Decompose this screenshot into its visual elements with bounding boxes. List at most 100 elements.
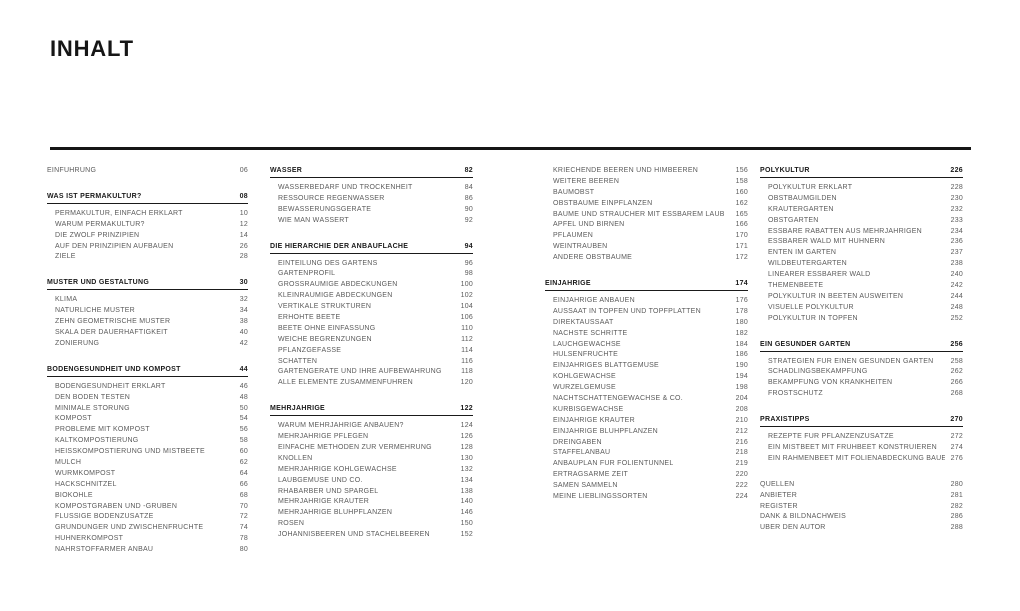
toc-entry: ANBIETER 281 xyxy=(760,492,963,503)
toc-item: AUF DEN PRINZIPIEN AUFBAUEN 26 xyxy=(47,243,248,254)
page-number: 282 xyxy=(950,502,963,510)
toc-item-label: ROSEN xyxy=(278,520,305,528)
toc-item: VERTIKALE STRUKTUREN 104 xyxy=(270,303,473,314)
toc-item: MEHRJÄHRIGE KRÄUTER 140 xyxy=(270,498,473,509)
toc-item-label: KOHLGEWÄCHSE xyxy=(553,373,616,381)
page-number: 92 xyxy=(464,216,473,224)
page-number: 158 xyxy=(735,177,748,185)
toc-item-label: WARUM PERMAKULTUR? xyxy=(55,220,145,228)
toc-item-label: WURZELGEMÜSE xyxy=(553,384,616,392)
toc-item-label: WEINTRAUBEN xyxy=(553,243,608,251)
page-number: 78 xyxy=(239,535,248,543)
page-number: 160 xyxy=(735,188,748,196)
toc-item: DREINGABEN 216 xyxy=(545,439,748,450)
toc-column-3: KRIECHENDE BEEREN UND HIMBEEREN 156 WEITER… xyxy=(545,167,748,504)
toc-item: BIOKOHLE 68 xyxy=(47,492,248,503)
page-number: 174 xyxy=(735,280,748,288)
page-number: 70 xyxy=(239,502,248,510)
toc-item-label: NÄCHSTE SCHRITTE xyxy=(553,329,628,337)
toc-item: ALLE ELEMENTE ZUSAMMENFÜHREN 120 xyxy=(270,379,473,390)
page-number: 72 xyxy=(239,513,248,521)
toc-item: EINJÄHRIGE ANBAUEN 176 xyxy=(545,297,748,308)
toc-item: VISUELLE POLYKULTUR 248 xyxy=(760,304,963,315)
page-number: 134 xyxy=(460,476,473,484)
toc-column-1: EINFÜHRUNG 06 WAS IST PERMAKULTUR? 08 PERMAK… xyxy=(47,167,248,557)
toc-item: BEKÄMPFUNG VON KRANKHEITEN 266 xyxy=(760,379,963,390)
toc-item: KALTKOMPOSTIERUNG 58 xyxy=(47,437,248,448)
toc-entry-label: ÜBER DEN AUTOR xyxy=(760,524,826,532)
toc-item-label: EINFACHE METHODEN ZUR VERMEHRUNG xyxy=(278,444,432,452)
page-number: 98 xyxy=(464,270,473,278)
page-number: 280 xyxy=(950,480,963,488)
toc-item-label: SKALA DER DAUERHAFTIGKEIT xyxy=(55,329,168,337)
toc-item-label: EINJÄHRIGE ANBAUEN xyxy=(553,297,635,305)
toc-entry-label: DANK & BILDNACHWEIS xyxy=(760,513,847,521)
toc-item-label: EINJÄHRIGES BLATTGEMÜSE xyxy=(553,362,659,370)
toc-item: DEN BODEN TESTEN 48 xyxy=(47,394,248,405)
toc-item: WURZELGEMÜSE 198 xyxy=(545,384,748,395)
toc-item-label: DIREKTAUSSAAT xyxy=(553,318,614,326)
toc-item-label: WURMKOMPOST xyxy=(55,469,116,477)
toc-item: AUSSAAT IN TÖPFEN UND TOPFPLATTEN 178 xyxy=(545,308,748,319)
toc-item-label: ZEHN GEOMETRISCHE MUSTER xyxy=(55,318,171,326)
toc-item: KLIMA 32 xyxy=(47,296,248,307)
toc-item: STAFFELANBAU 218 xyxy=(545,449,748,460)
page-number: 216 xyxy=(735,438,748,446)
toc-item-label: BÄUME UND STRÄUCHER MIT ESSBAREM LAUB xyxy=(553,210,725,218)
toc-item-label: DIE ZWÖLF PRINZIPIEN xyxy=(55,231,140,239)
page-number: 270 xyxy=(950,416,963,424)
page-number: 48 xyxy=(239,393,248,401)
page-number: 212 xyxy=(735,427,748,435)
toc-item: PERMAKULTUR, EINFACH ERKLÄRT 10 xyxy=(47,210,248,221)
toc-item: POLYKULTUR IN TÖPFEN 252 xyxy=(760,315,963,326)
toc-item-label: ÄPFEL UND BIRNEN xyxy=(553,221,625,229)
toc-entry: ÜBER DEN AUTOR 288 xyxy=(760,524,963,535)
toc-item: HÜLSENFRÜCHTE 186 xyxy=(545,351,748,362)
page-number: 190 xyxy=(735,362,748,370)
page-number: 104 xyxy=(460,303,473,311)
toc-item: ESSBARER WALD MIT HÜHNERN 236 xyxy=(760,238,963,249)
toc-item: MEHRJÄHRIGE PFLEGEN 126 xyxy=(270,433,473,444)
toc-item: BODENGESUNDHEIT ERKLÄRT 46 xyxy=(47,383,248,394)
toc-item: ZEHN GEOMETRISCHE MUSTER 38 xyxy=(47,318,248,329)
page-number: 86 xyxy=(464,194,473,202)
toc-item: RHABARBER UND SPARGEL 138 xyxy=(270,488,473,499)
toc-item-label: BIOKOHLE xyxy=(55,491,93,499)
page-number: 233 xyxy=(950,216,963,224)
page-number: 102 xyxy=(460,292,473,300)
toc-entry-label: QUELLEN xyxy=(760,480,795,488)
toc-backmatter-entries: QUELLEN 280 ANBIETER 281 REGISTER 282 DANK & B… xyxy=(760,481,963,535)
toc-section-header-label: WAS IST PERMAKULTUR? xyxy=(47,192,142,200)
toc-item-label: BEETE OHNE EINFASSUNG xyxy=(278,324,376,332)
toc-item-label: GRÜNDÜNGER UND ZWISCHENFRÜCHTE xyxy=(55,524,204,532)
toc-item-label: HACKSCHNITZEL xyxy=(55,480,117,488)
page-title: INHALT xyxy=(50,36,134,61)
toc-item: MINIMALE STÖRUNG 50 xyxy=(47,405,248,416)
page-number: 06 xyxy=(239,167,248,174)
toc-item-label: ANBAUPLAN FÜR FOLIENTUNNEL xyxy=(553,460,674,468)
page-number: 226 xyxy=(950,167,963,174)
toc-item: KLEINRÄUMIGE ABDECKUNGEN 102 xyxy=(270,292,473,303)
toc-item: KNOLLEN 130 xyxy=(270,455,473,466)
toc-section-header-label: POLYKULTUR xyxy=(760,167,810,174)
toc-item: ZONIERUNG 42 xyxy=(47,340,248,351)
toc-item-label: ALLE ELEMENTE ZUSAMMENFÜHREN xyxy=(278,379,413,387)
toc-item: PFLANZGEFÄSSE 114 xyxy=(270,347,473,358)
toc-item: ANBAUPLAN FÜR FOLIENTUNNEL 219 xyxy=(545,460,748,471)
toc-item-label: WEICHE BEGRENZUNGEN xyxy=(278,335,372,343)
toc-item: ÄPFEL UND BIRNEN 166 xyxy=(545,221,748,232)
toc-item-label: LINEARER ESSBARER WALD xyxy=(768,271,871,279)
page-number: 219 xyxy=(735,460,748,468)
toc-section-items: EINTEILUNG DES GARTENS 96 GARTENPROFIL 98 GR… xyxy=(270,260,473,391)
toc-entry-block: EINFÜHRUNG 06 xyxy=(47,167,248,178)
toc-section-items: EINJÄHRIGE ANBAUEN 176 AUSSAAT IN TÖPFEN U… xyxy=(545,297,748,504)
toc-item-label: SCHATTEN xyxy=(278,357,318,365)
page-number: 132 xyxy=(460,465,473,473)
page-number: 230 xyxy=(950,194,963,202)
toc-item-label: NATÜRLICHE MUSTER xyxy=(55,307,135,315)
toc-section-items: WARUM MEHRJÄHRIGE ANBAUEN? 124 MEHRJÄHRIGE… xyxy=(270,422,473,542)
page-number: 176 xyxy=(735,297,748,305)
toc-item-label: ANDERE OBSTBÄUME xyxy=(553,254,633,262)
toc-item: EINJÄHRIGE KRÄUTER 210 xyxy=(545,417,748,428)
toc-item-label: EIN MISTBEET MIT FRÜHBEET KONSTRUIEREN xyxy=(768,444,937,452)
